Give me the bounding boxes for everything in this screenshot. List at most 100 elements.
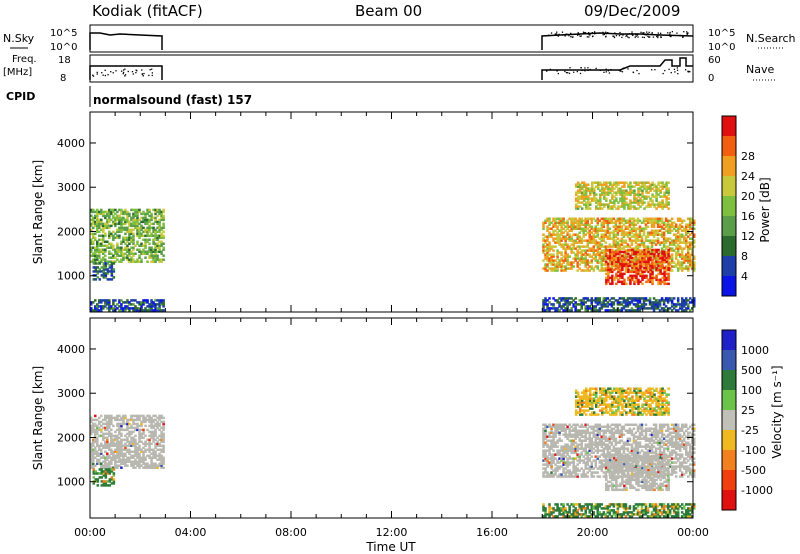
echo-cell [120,246,123,250]
echo-cell [90,452,93,456]
y-tick-label: 1000 [57,270,85,283]
echo-cell [614,439,618,442]
echo-cell [150,464,153,467]
echo-cell [637,282,640,286]
echo-cell [96,228,99,232]
echo-cell [631,260,634,264]
echo-cell [593,199,596,202]
echo-cell [633,181,636,184]
echo-cell [602,259,606,262]
echo-cell [612,231,616,234]
nsearch-dot [587,33,589,35]
echo-cell [638,243,642,246]
echo-cell [548,425,551,429]
echo-cell [590,219,593,223]
echo-cell [594,249,598,252]
echo-cell [548,227,551,230]
echo-cell [626,267,630,270]
echo-cell [597,183,600,186]
echo-cell [130,208,133,212]
echo-cell [118,432,121,436]
echo-cell [544,303,547,306]
echo-cell [643,197,646,200]
echo-cell [546,249,549,252]
echo-cell [556,269,559,272]
echo-cell [667,252,670,256]
echo-cell [150,214,153,218]
echo-cell [574,241,577,244]
nave-dot [549,68,552,71]
echo-cell [670,243,674,246]
echo-cell [124,434,127,438]
echo-cell [652,297,656,300]
echo-cell [610,433,614,436]
echo-cell [136,414,139,418]
echo-cell [616,475,620,478]
echo-cell [140,303,143,306]
echo-cell [96,428,99,432]
echo-cell [156,454,159,457]
echo-cell [645,195,648,198]
echo-cell [690,247,694,250]
echo-cell [156,299,159,302]
echo-cell [624,301,628,304]
echo-cell [102,270,106,273]
echo-cell [608,447,612,450]
echo-cell [100,466,103,469]
echo-cell [650,305,654,308]
echo-cell [104,216,107,220]
echo-cell [160,301,163,304]
echo-cell [142,414,145,418]
echo-cell [150,422,153,426]
echo-cell [693,221,696,225]
echo-cell [626,245,630,248]
echo-cell [665,256,668,260]
echo-cell [158,309,161,312]
nsearch-dot [657,32,659,34]
echo-cell [92,472,96,475]
echo-cell [674,263,678,266]
echo-cell [676,225,680,228]
echo-cell [659,181,662,184]
echo-cell [626,299,630,302]
echo-cell [576,263,579,266]
echo-cell [576,475,579,478]
echo-cell [586,451,589,454]
echo-cell [556,267,559,270]
echo-cell [570,457,573,460]
echo-cell [160,434,163,438]
echo-cell [564,451,567,454]
echo-cell [584,229,587,232]
echo-cell [130,444,133,448]
echo-cell [92,456,95,459]
echo-cell [633,282,636,286]
echo-cell [132,460,135,463]
echo-cell [639,189,642,192]
echo-cell [556,299,559,302]
echo-cell [112,442,115,446]
echo-cell [138,303,141,306]
echo-cell [120,454,123,457]
echo-cell [552,239,555,242]
echo-cell [90,454,93,457]
echo-cell [148,220,151,224]
echo-cell [102,226,105,230]
echo-cell [654,259,658,262]
echo-cell [124,226,127,230]
echo-cell [92,210,95,214]
echo-cell [118,309,121,312]
echo-cell [651,258,654,262]
echo-cell [611,254,614,258]
echo-cell [592,245,596,248]
echo-cell [657,278,660,282]
echo-cell [612,439,616,442]
echo-cell [160,218,163,222]
echo-cell [606,223,610,226]
echo-cell [588,191,592,194]
echo-cell [599,193,602,196]
echo-cell [632,225,636,228]
echo-cell [558,261,561,264]
echo-cell [646,265,650,268]
echo-cell [552,423,555,427]
echo-cell [644,259,648,262]
